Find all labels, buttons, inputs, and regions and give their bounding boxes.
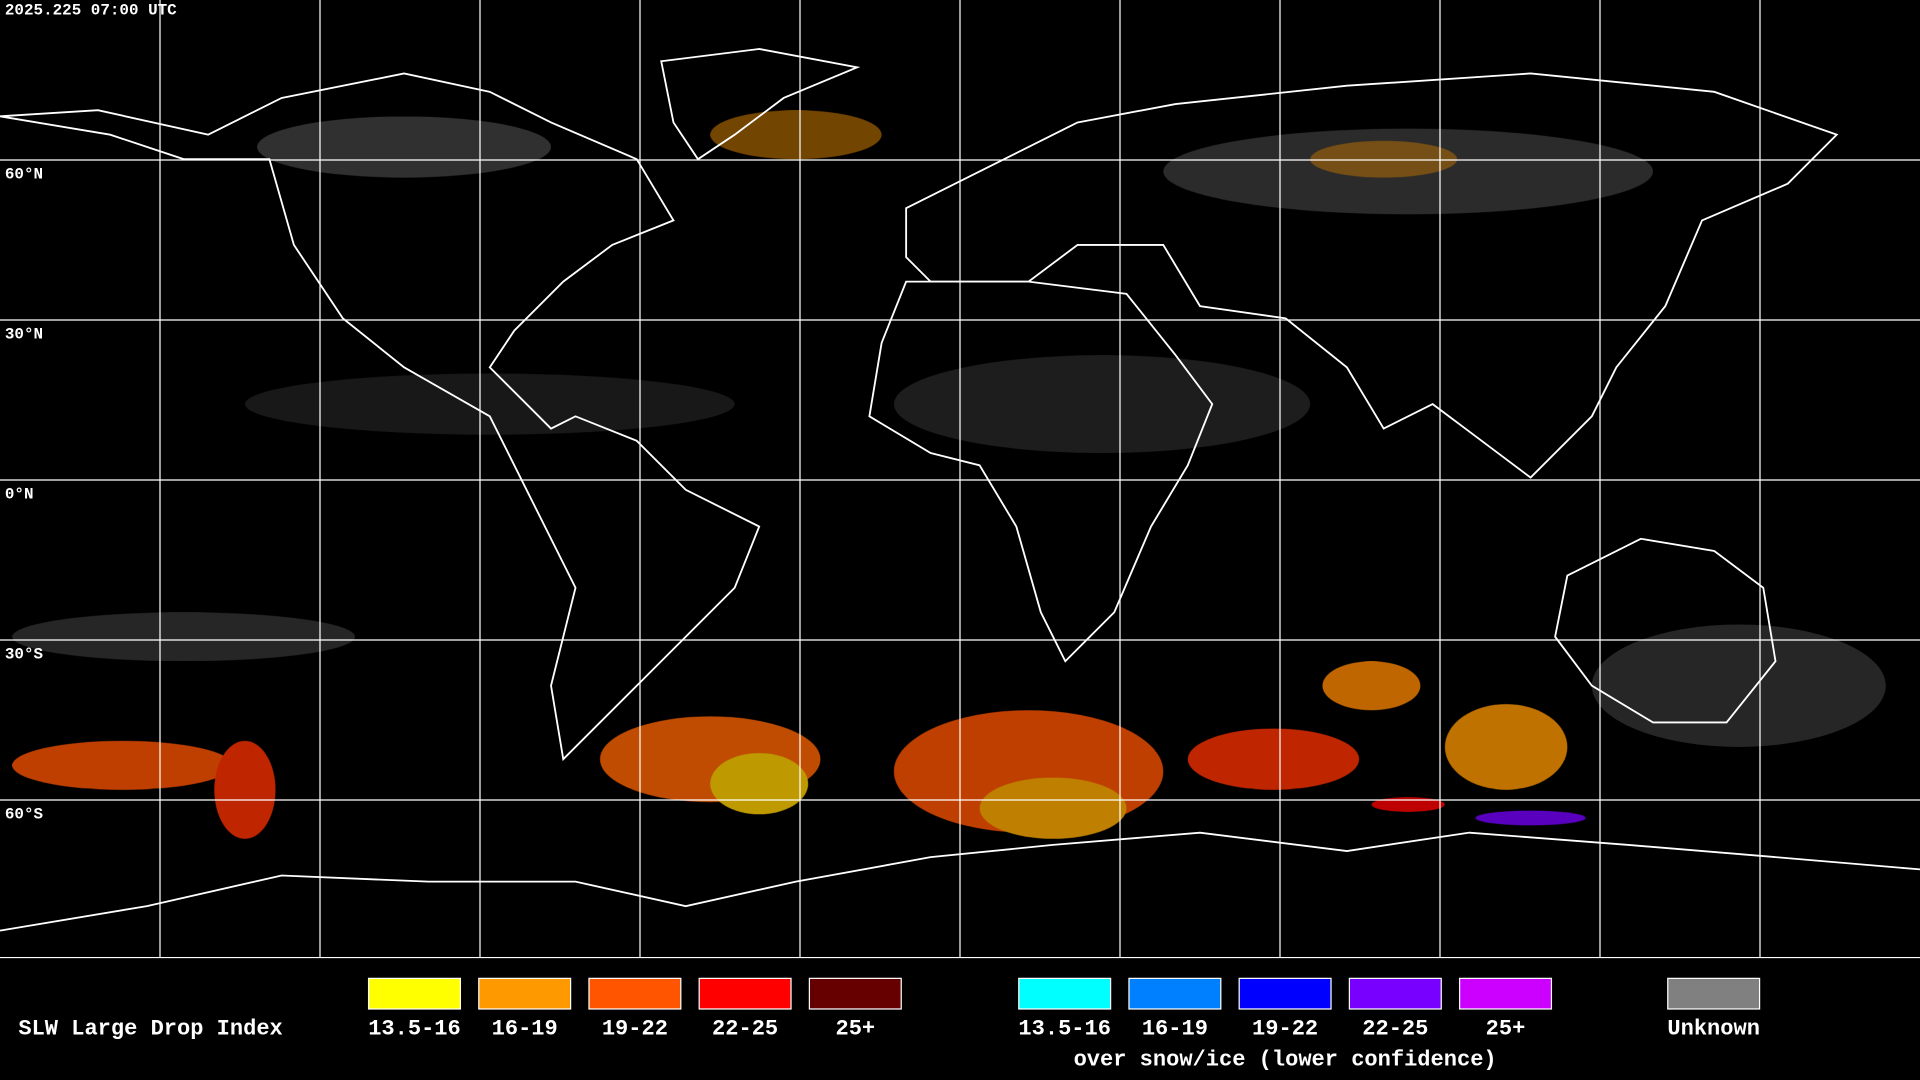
legend-caption: over snow/ice (lower confidence) bbox=[1074, 1047, 1497, 1072]
legend-label: Unknown bbox=[1667, 1017, 1760, 1042]
latitude-label: 30°N bbox=[5, 325, 43, 343]
latitude-label: 60°N bbox=[5, 165, 43, 183]
graticule bbox=[0, 0, 1920, 959]
legend-label: 19-22 bbox=[1252, 1017, 1318, 1042]
latitude-label: 30°S bbox=[5, 645, 44, 663]
legend-swatch bbox=[1018, 977, 1112, 1010]
legend-label: 22-25 bbox=[712, 1017, 778, 1042]
legend-swatch bbox=[698, 977, 792, 1010]
legend-label: 13.5-16 bbox=[1018, 1017, 1111, 1042]
legend-swatch bbox=[367, 977, 462, 1010]
coastlines bbox=[0, 48, 1920, 932]
legend-swatch bbox=[1128, 977, 1222, 1010]
legend-label: 16-19 bbox=[492, 1017, 558, 1042]
legend-swatch bbox=[1348, 977, 1442, 1010]
legend-swatch bbox=[588, 977, 682, 1010]
legend-label: 13.5-16 bbox=[368, 1017, 461, 1042]
latitude-labels: 60°N 30°N 0°N 30°S 60°S bbox=[5, 165, 44, 823]
legend-label: 25+ bbox=[1486, 1017, 1526, 1042]
legend-swatch bbox=[808, 977, 902, 1010]
timestamp: 2025.225 07:00 UTC bbox=[5, 2, 177, 20]
legend-swatch bbox=[1667, 977, 1761, 1010]
latitude-label: 60°S bbox=[5, 805, 44, 823]
legend: 13.5-16 16-19 19-22 22-25 25+ 13.5-16 16-19 19-… bbox=[367, 977, 1761, 1072]
legend-swatch bbox=[1458, 977, 1553, 1010]
legend-label: 19-22 bbox=[602, 1017, 668, 1042]
latitude-label: 0°N bbox=[5, 485, 34, 503]
legend-swatch bbox=[478, 977, 572, 1010]
legend-swatch bbox=[1238, 977, 1332, 1010]
cloud-fields bbox=[12, 110, 1886, 839]
legend-label: 22-25 bbox=[1362, 1017, 1428, 1042]
legend-label: 25+ bbox=[835, 1017, 875, 1042]
legend-label: 16-19 bbox=[1142, 1017, 1208, 1042]
legend-title: SLW Large Drop Index bbox=[18, 1017, 282, 1042]
